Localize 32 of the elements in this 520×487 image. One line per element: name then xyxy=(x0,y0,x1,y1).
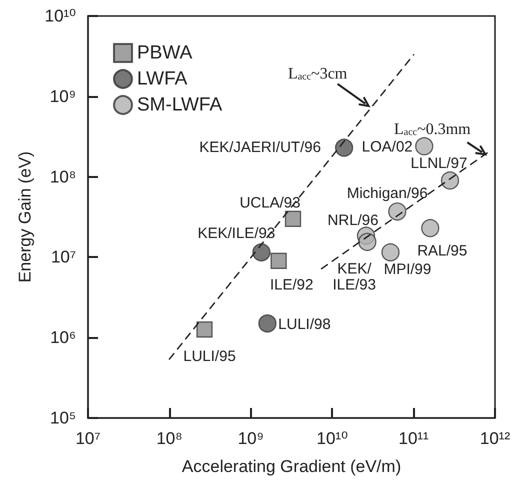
annotation: LULI/98 xyxy=(278,316,331,333)
annotation: Michigan/96 xyxy=(346,185,428,202)
y-axis-title: Energy Gain (eV) xyxy=(16,151,35,283)
annotation: UCLA/93 xyxy=(240,194,300,212)
x-tick-label: 10¹¹ xyxy=(398,429,430,448)
x-tick-label: 10⁹ xyxy=(238,429,264,448)
annotation: KEK/JAERI/UT/96 xyxy=(199,139,321,156)
legend-label: LWFA xyxy=(137,68,188,90)
annotation: RAL/95 xyxy=(417,242,468,260)
y-tick-label: 10⁸ xyxy=(50,167,76,186)
annotation: ILE/92 xyxy=(270,276,314,294)
annotation: Lacc~3cm xyxy=(288,65,348,82)
x-tick-label: 10¹² xyxy=(480,429,510,448)
y-tick-label: 10¹⁰ xyxy=(44,6,76,26)
annotation: MPI/99 xyxy=(384,260,432,278)
annotation: KEK/ ILE/93 xyxy=(332,260,376,294)
x-tick-label: 10¹⁰ xyxy=(316,429,348,448)
x-tick-label: 10⁸ xyxy=(156,429,182,448)
legend-label: SM-LWFA xyxy=(137,94,222,116)
annotation: LLNL/97 xyxy=(410,154,468,172)
x-tick-label: 10⁷ xyxy=(75,429,101,448)
y-tick-label: 10⁵ xyxy=(50,408,76,428)
annotation: NRL/96 xyxy=(328,212,378,230)
annotation: LOA/02 xyxy=(362,138,413,156)
annotation: KEK/ILE/93 xyxy=(198,224,276,242)
y-tick-label: 10⁶ xyxy=(50,328,76,348)
y-tick-label: 10⁷ xyxy=(50,248,76,267)
annotation: Lacc~0.3mm xyxy=(394,120,472,138)
y-tick-label: 10⁹ xyxy=(50,86,76,106)
legend-label: PBWA xyxy=(137,42,193,64)
annotation: LULI/95 xyxy=(183,348,236,366)
x-axis-title: Accelerating Gradient (eV/m) xyxy=(182,457,402,476)
